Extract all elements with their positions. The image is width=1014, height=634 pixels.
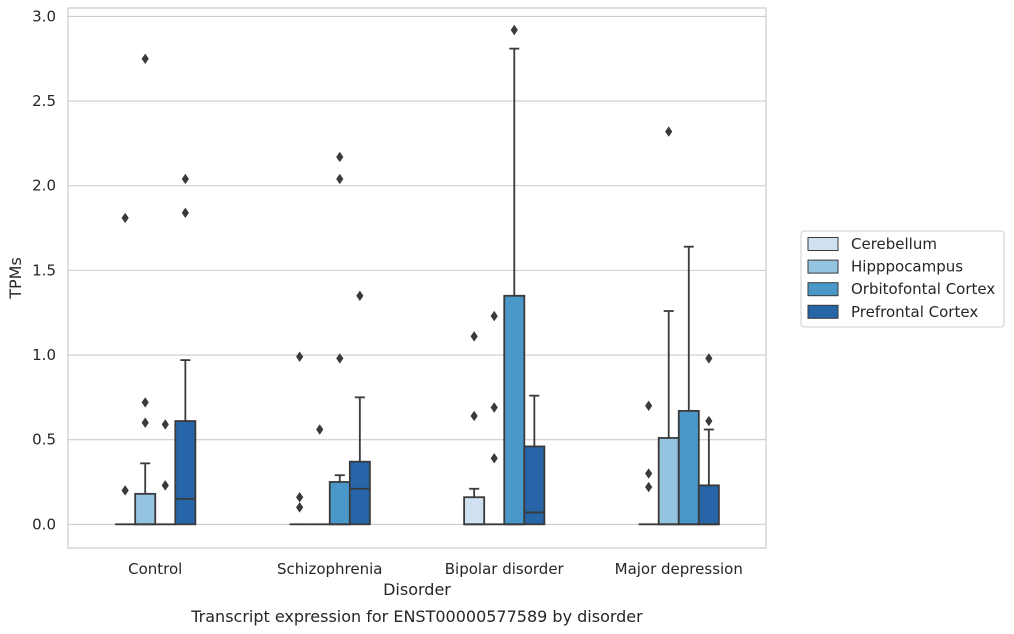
outlier-point (121, 485, 129, 496)
x-axis-label: Disorder (383, 580, 451, 599)
outlier-point (336, 151, 344, 163)
legend-swatch (807, 259, 839, 274)
x-tick-label: Major depression (615, 560, 743, 578)
outlier-point (161, 419, 169, 430)
y-tick-label: 0.0 (32, 515, 56, 533)
outlier-point (141, 53, 149, 64)
box (174, 420, 197, 526)
outlier-point (490, 402, 498, 413)
box-orbitofontal-cortex (503, 24, 526, 526)
box-cerebellum (289, 351, 310, 526)
box-hipppocampus (657, 126, 680, 526)
outlier-point (161, 480, 169, 491)
outlier-point (705, 415, 713, 427)
chart-caption: Transcript expression for ENST0000057758… (190, 607, 643, 626)
outlier-point (645, 468, 653, 479)
outlier-point (181, 173, 189, 185)
outlier-point (705, 353, 713, 364)
box (523, 445, 546, 526)
box (697, 484, 720, 526)
legend-label: Hipppocampus (851, 258, 963, 276)
outlier-point (665, 126, 673, 137)
outlier-point (510, 24, 518, 36)
outlier-point (121, 212, 129, 224)
box-prefrontal-cortex (523, 394, 546, 526)
y-tick-label: 0.5 (32, 431, 56, 449)
box (348, 460, 371, 526)
box (503, 294, 526, 526)
legend-swatch (807, 282, 839, 297)
box-orbitofontal-cortex (155, 419, 176, 526)
box-hipppocampus (309, 424, 330, 526)
box-hipppocampus (484, 310, 505, 526)
plot-area-frame (67, 7, 767, 549)
outlier-point (316, 424, 324, 435)
outlier-point (490, 310, 498, 322)
y-tick-label: 3.0 (32, 7, 56, 25)
box-hipppocampus (134, 53, 157, 526)
outlier-point (470, 410, 478, 422)
y-axis-ticks: 0.0 0.5 1.0 1.5 2.0 2.5 3.0 (32, 7, 56, 533)
outlier-point (141, 417, 149, 428)
legend-label: Orbitofontal Cortex (851, 280, 995, 298)
outlier-point (356, 290, 364, 301)
legend-label: Cerebellum (851, 235, 937, 253)
x-tick-label: Control (128, 560, 182, 578)
box-cerebellum (638, 400, 659, 526)
outlier-point (296, 351, 304, 362)
box (134, 492, 157, 526)
box (328, 481, 351, 526)
box-prefrontal-cortex (174, 173, 197, 526)
outlier-point (141, 397, 149, 408)
box-orbitofontal-cortex (677, 245, 700, 526)
box (657, 437, 680, 526)
outlier-point (296, 492, 304, 503)
box-orbitofontal-cortex (328, 151, 351, 526)
x-tick-label: Schizophrenia (277, 560, 382, 578)
box (677, 409, 700, 526)
x-axis-ticks: Control Schizophrenia Bipolar disorder Majo… (128, 560, 743, 578)
y-tick-label: 2.0 (32, 177, 56, 195)
box-cerebellum (115, 212, 136, 526)
box-series (115, 24, 720, 526)
outlier-point (336, 353, 344, 364)
box-prefrontal-cortex (348, 290, 371, 526)
x-tick-label: Bipolar disorder (445, 560, 565, 578)
y-axis-label: TPMs (6, 257, 25, 300)
outlier-point (296, 502, 304, 513)
outlier-point (181, 207, 189, 219)
y-tick-label: 2.5 (32, 92, 56, 110)
outlier-point (470, 331, 478, 342)
outlier-point (336, 173, 344, 185)
box (463, 496, 486, 526)
y-tick-label: 1.0 (32, 346, 56, 364)
outlier-point (490, 453, 498, 464)
legend: Cerebellum Hipppocampus Orbitofontal Corte… (800, 230, 1005, 328)
legend-label: Prefrontal Cortex (851, 303, 978, 321)
legend-frame (800, 230, 1005, 328)
legend-swatch (807, 237, 839, 251)
y-tick-label: 1.5 (32, 261, 56, 279)
box-cerebellum (463, 331, 486, 526)
outlier-point (645, 481, 653, 493)
box-prefrontal-cortex (697, 353, 720, 526)
legend-swatch (807, 304, 839, 319)
outlier-point (645, 400, 653, 412)
